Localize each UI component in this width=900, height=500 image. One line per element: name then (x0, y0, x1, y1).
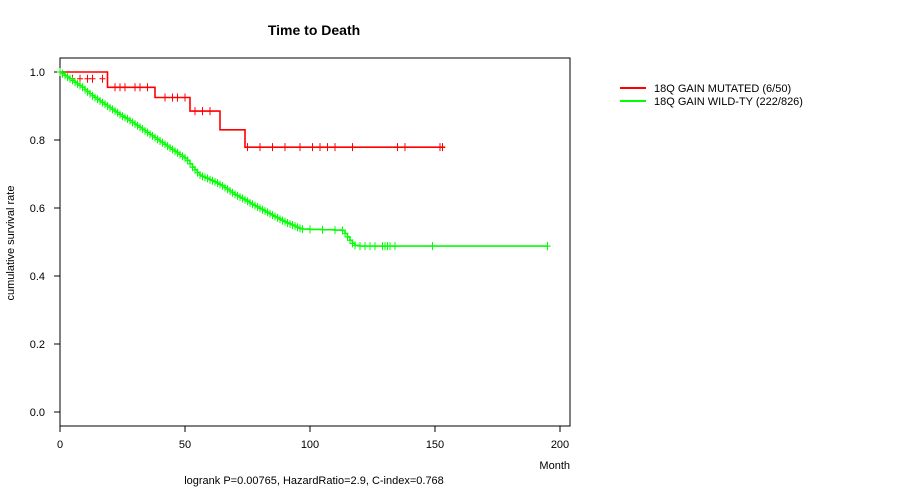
x-tick-label: 0 (57, 439, 63, 451)
plot-frame (59, 57, 571, 427)
legend-label-wildtype: 18Q GAIN WILD-TY (222/826) (654, 96, 803, 108)
series-layer (57, 68, 551, 251)
censor-mark-mutated (257, 143, 263, 152)
censor-mark-mutated (244, 143, 251, 152)
y-tick-label: 0.6 (30, 203, 45, 215)
y-axis: 0.0 0.2 0.4 0.6 0.8 1.0 (30, 67, 61, 419)
censor-mark-mutated (144, 83, 151, 92)
y-tick-label: 1.0 (30, 67, 45, 79)
censor-mark-mutated (282, 143, 288, 152)
censor-mark-mutated (317, 143, 323, 152)
y-tick-label: 0.4 (30, 271, 45, 283)
censor-mark-mutated (199, 107, 206, 116)
censor-mark-mutated (324, 143, 331, 152)
x-tick-label: 100 (301, 439, 319, 451)
censor-mark-wildtype (307, 225, 313, 234)
censor-mark-wildtype (544, 242, 551, 251)
censor-mark-wildtype (352, 241, 358, 250)
censor-mark-mutated (162, 93, 168, 102)
censor-mark-mutated (137, 83, 143, 92)
censor-mark-wildtype (372, 242, 378, 251)
censor-mark-wildtype (299, 225, 306, 234)
censor-mark-mutated (182, 93, 188, 102)
x-axis: 0 50 100 150 200 (57, 425, 569, 451)
censor-mark-mutated (99, 74, 106, 83)
y-tick-label: 0.2 (30, 339, 45, 351)
censor-mark-mutated (309, 143, 316, 152)
censor-mark-mutated (77, 74, 83, 83)
censor-mark-wildtype (319, 225, 326, 234)
x-tick-label: 200 (551, 439, 569, 451)
stats-footnote: logrank P=0.00765, HazardRatio=2.9, C-in… (184, 475, 444, 487)
x-tick-label: 50 (179, 439, 191, 451)
censor-mark-mutated (89, 74, 96, 83)
censor-mark-mutated (122, 83, 128, 92)
censor-mark-mutated (269, 143, 276, 152)
x-axis-label: Month (539, 460, 570, 472)
censor-mark-wildtype (429, 242, 436, 251)
legend-label-mutated: 18Q GAIN MUTATED (6/50) (654, 83, 791, 95)
censor-mark-mutated (192, 107, 198, 116)
censor-mark-mutated (402, 143, 408, 152)
censor-mark-wildtype (332, 226, 338, 235)
censor-mark-mutated (297, 143, 303, 152)
censor-mark-mutated (332, 143, 338, 152)
series-line-wildtype (60, 71, 548, 247)
y-axis-label: cumulative survival rate (5, 186, 17, 301)
y-tick-label: 0.0 (30, 407, 45, 419)
chart-title: Time to Death (268, 22, 360, 38)
censor-mark-wildtype (392, 242, 398, 251)
series-line-mutated (60, 71, 445, 148)
censor-mark-mutated (394, 143, 401, 152)
legend: 18Q GAIN MUTATED (6/50) 18Q GAIN WILD-TY… (620, 83, 803, 108)
censor-mark-mutated (207, 107, 213, 116)
y-tick-label: 0.8 (30, 135, 45, 147)
censor-mark-mutated (349, 143, 356, 152)
censor-mark-mutated (439, 143, 446, 152)
x-tick-label: 150 (426, 439, 444, 451)
censor-mark-mutated (174, 93, 181, 102)
